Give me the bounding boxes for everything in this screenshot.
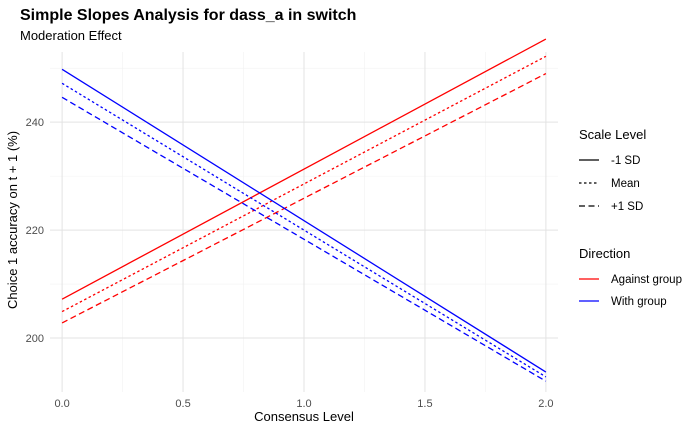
legend: Scale Level -1 SD Mean +1 SD Direction Agains… xyxy=(579,127,682,308)
legend-title: Direction xyxy=(579,246,630,261)
y-tick-label: 200 xyxy=(26,333,44,345)
legend-label: Mean xyxy=(611,178,640,190)
legend-title: Scale Level xyxy=(579,127,646,142)
series-line-against-group-solid xyxy=(61,38,547,300)
legend-label: -1 SD xyxy=(611,155,640,167)
x-tick-label: 0.5 xyxy=(175,398,190,410)
x-tick-label: 1.0 xyxy=(296,398,311,410)
axis-ticks: 0.0 0.5 1.0 1.5 2.0 200 220 240 xyxy=(26,117,554,410)
chart-subtitle: Moderation Effect xyxy=(20,28,122,43)
chart-title: Simple Slopes Analysis for dass_a in swi… xyxy=(20,7,356,24)
series-line-with-group-solid xyxy=(61,68,547,373)
series-line-with-group-dotted xyxy=(61,82,547,378)
x-tick-label: 0.0 xyxy=(54,398,69,410)
series-line-with-group-dashed xyxy=(61,96,547,382)
series-line-against-group-dashed xyxy=(61,73,547,324)
series-line-against-group-dotted xyxy=(61,55,547,313)
x-axis-title: Consensus Level xyxy=(254,409,354,424)
grid xyxy=(50,52,558,392)
y-axis-title: Choice 1 accuracy on t + 1 (%) xyxy=(5,131,20,309)
x-tick-label: 2.0 xyxy=(538,398,553,410)
y-tick-label: 240 xyxy=(26,117,44,129)
series-lines xyxy=(61,38,547,382)
legend-label: With group xyxy=(611,296,667,308)
legend-label: +1 SD xyxy=(611,201,643,213)
y-tick-label: 220 xyxy=(26,225,44,237)
legend-label: Against group xyxy=(611,274,682,286)
x-tick-label: 1.5 xyxy=(417,398,432,410)
